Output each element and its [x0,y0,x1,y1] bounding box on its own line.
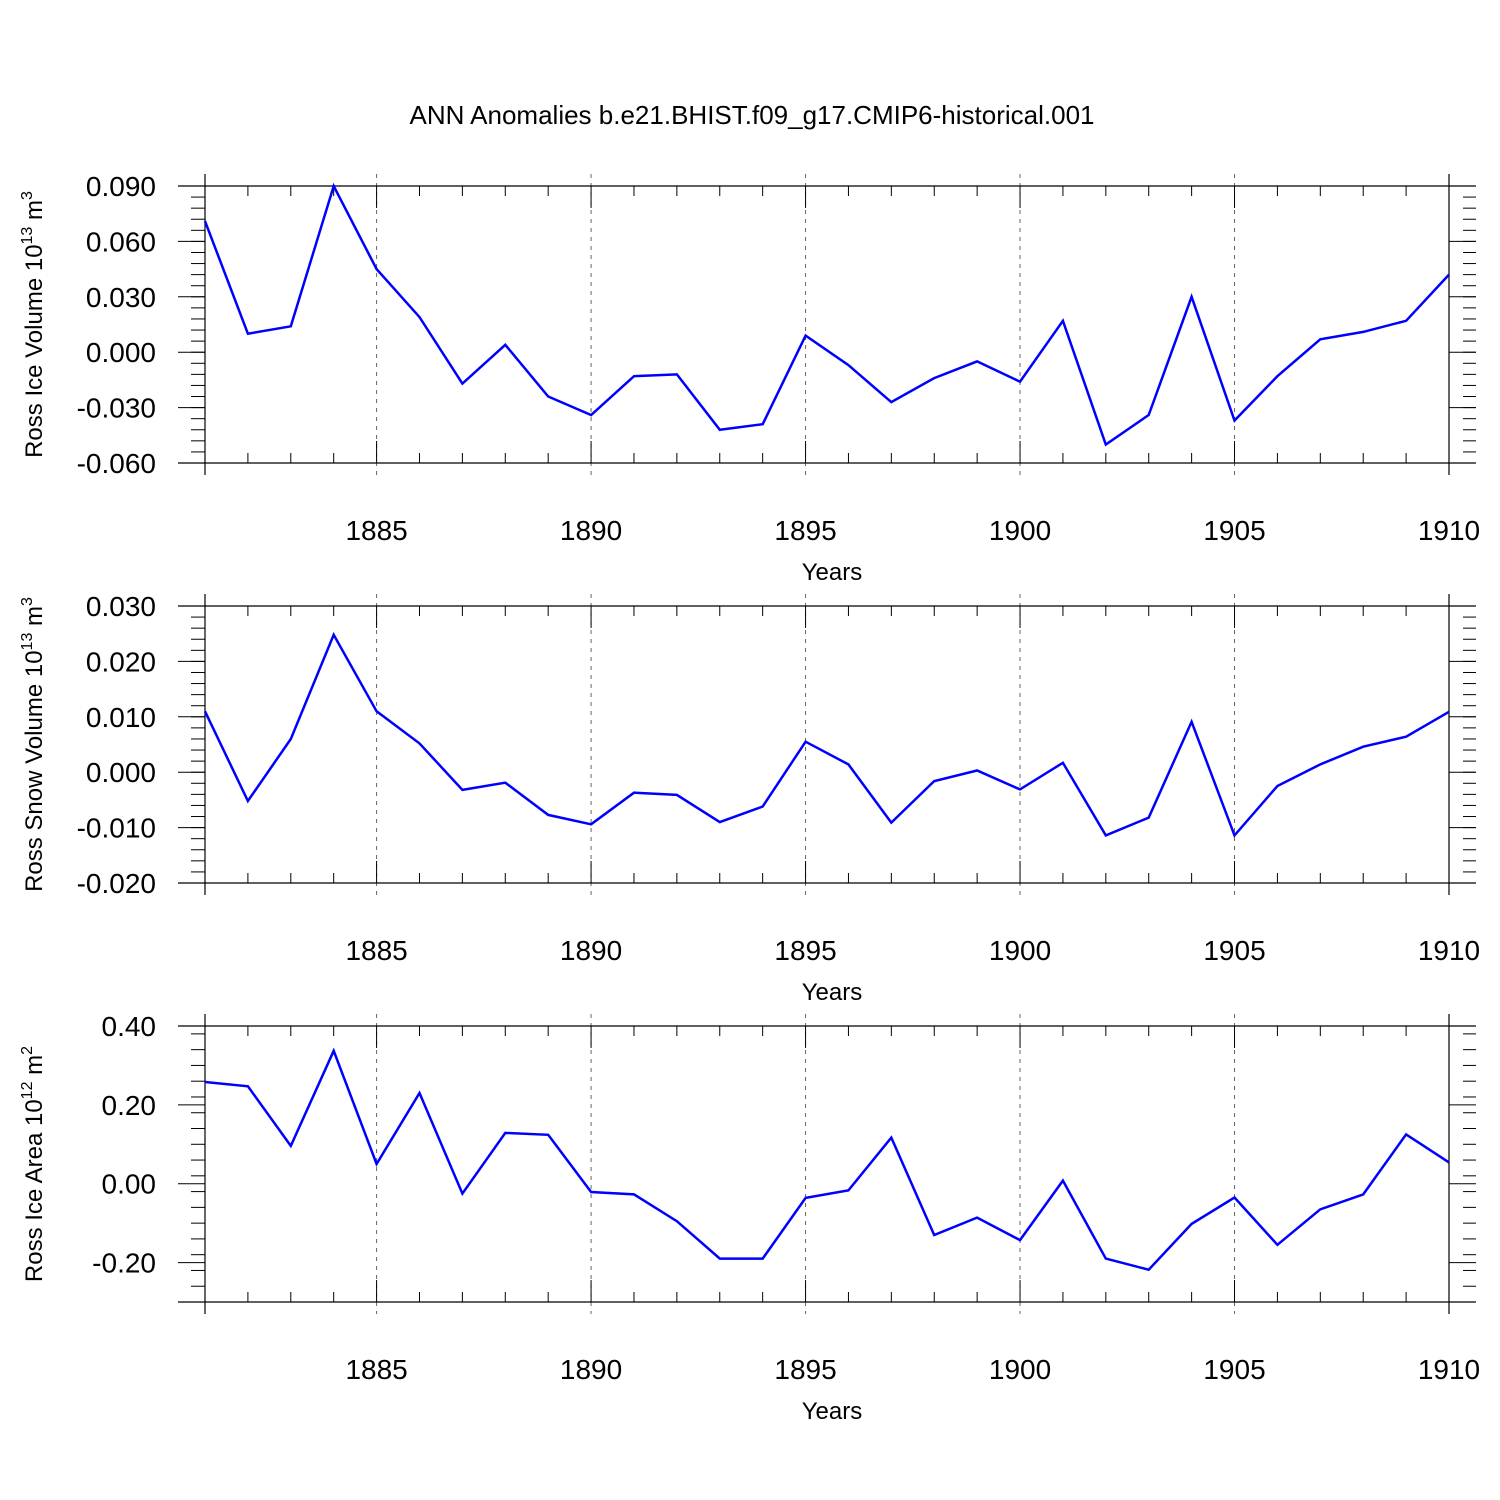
y-tick-label: 0.090 [86,171,156,202]
y-axis-title-unit-exp: 2 [19,1046,36,1055]
x-tick-label: 1910 [1418,935,1480,966]
x-tick-label: 1900 [989,515,1051,546]
series-line [204,1047,1450,1272]
y-tick-label: -0.060 [77,448,156,479]
y-tick-label: 0.010 [86,702,156,733]
panel-3: -0.20 0.00 0.20 0.40 1885 1890 1895 1900 1905 191… [19,1011,1480,1425]
x-tick-label: 1885 [345,515,407,546]
y-axis-title-exp: 13 [19,633,36,651]
y-axis-title-unit-exp: 3 [19,597,36,606]
x-axis-title: Years [802,559,863,586]
y-axis-title-unit: m [21,606,48,633]
x-tick-label: 1900 [989,1354,1051,1385]
x-tick-label: 1895 [774,1354,836,1385]
y-tick-label: 0.20 [102,1090,157,1121]
x-tick-label: 1890 [560,935,622,966]
series-line [203,631,1450,838]
x-tick-label: 1900 [989,935,1051,966]
x-tick-label: 1885 [345,1354,407,1385]
y-tick-label: 0.030 [86,591,156,622]
y-axis-title-main: Ross Ice Area 10 [21,1099,48,1282]
y-tick-label: 0.030 [86,282,156,313]
x-tick-label: 1910 [1418,515,1480,546]
y-axis-title-main: Ross Ice Volume 10 [21,244,48,457]
y-tick-label: -0.020 [77,868,156,899]
y-tick-label: -0.20 [92,1248,156,1279]
y-axis-title-unit: m [21,1055,48,1082]
y-axis-title-unit: m [21,200,48,227]
x-axis-title: Years [802,979,863,1006]
y-tick-label: -0.030 [77,393,156,424]
x-tick-label: 1895 [774,515,836,546]
y-tick-label: 0.020 [86,646,156,677]
y-tick-label: 0.000 [86,757,156,788]
y-axis-title-unit-exp: 3 [19,191,36,200]
x-axis-title: Years [802,1398,863,1425]
y-tick-label: 0.00 [102,1169,157,1200]
x-tick-label: 1885 [345,935,407,966]
x-tick-label: 1890 [560,1354,622,1385]
x-tick-label: 1890 [560,515,622,546]
y-tick-label: -0.010 [77,813,156,844]
x-tick-label: 1905 [1203,515,1265,546]
y-axis-title-main: Ross Snow Volume 10 [21,650,48,891]
y-tick-label: 0.000 [86,337,156,368]
series-line [203,182,1450,447]
panel-1: -0.060 -0.030 0.000 0.030 0.060 0.090 1885 1890… [19,171,1480,586]
x-tick-label: 1910 [1418,1354,1480,1385]
x-tick-label: 1905 [1203,935,1265,966]
y-axis-title: Ross Snow Volume 1013 m3 [19,597,48,892]
y-axis-title: Ross Ice Volume 1013 m3 [19,191,48,458]
y-tick-label: 0.40 [102,1011,157,1042]
x-tick-label: 1905 [1203,1354,1265,1385]
x-tick-label: 1895 [774,935,836,966]
y-axis-title: Ross Ice Area 1012 m2 [19,1046,48,1282]
y-tick-label: 0.060 [86,226,156,257]
y-axis-title-exp: 12 [19,1081,36,1099]
panels: -0.060 -0.030 0.000 0.030 0.060 0.090 1885 1890… [19,171,1480,1425]
figure-title: ANN Anomalies b.e21.BHIST.f09_g17.CMIP6-… [409,100,1094,130]
panel-2: -0.020 -0.010 0.000 0.010 0.020 0.030 1885 1890… [19,591,1480,1006]
y-axis-title-exp: 13 [19,227,36,245]
